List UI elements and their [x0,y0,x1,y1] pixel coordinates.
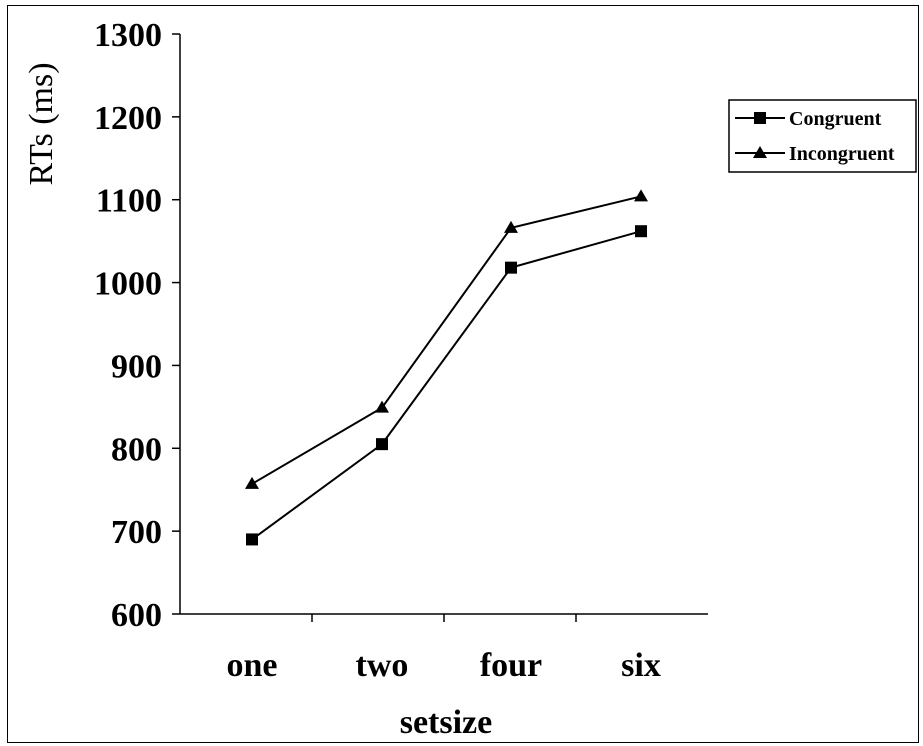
y-tick-label: 800 [111,431,162,468]
legend: Congruent Incongruent [728,99,917,173]
legend-label: Congruent [789,108,882,130]
x-axis-ticks: one two four six [227,614,661,684]
x-tick-label: two [356,647,409,684]
x-axis-title: setsize [400,704,493,741]
legend-label: Incongruent [789,143,895,165]
x-tick-label: four [480,647,542,684]
series-congruent [246,225,647,546]
y-axis-ticks: 600 700 800 900 1000 1100 1200 1300 [94,17,180,634]
series-line [251,195,642,485]
square-marker [246,533,258,546]
triangle-marker [753,146,767,158]
square-marker [635,225,647,238]
triangle-marker [375,400,389,413]
x-tick-label: six [621,647,661,684]
legend-item-congruent: Congruent [735,108,882,130]
chart-frame [7,5,919,743]
y-tick-label: 700 [111,514,162,551]
y-tick-label: 1200 [94,100,162,137]
series-line [251,230,642,541]
legend-item-incongruent: Incongruent [735,143,895,165]
triangle-marker [634,189,648,202]
series-layer [245,189,648,546]
y-tick-label: 1000 [94,266,162,303]
triangle-marker [504,220,518,233]
x-tick-label: one [227,647,278,684]
y-tick-label: 1300 [94,17,162,54]
y-axis-title: RTs (ms) [23,62,60,185]
plot-area: 600 700 800 900 1000 1100 1200 1300 one two four s… [94,17,708,684]
y-tick-label: 600 [111,597,162,634]
triangle-marker [245,476,259,489]
square-marker [376,438,388,451]
series-incongruent [245,189,648,489]
y-tick-label: 1100 [96,183,162,220]
y-tick-label: 900 [111,348,162,385]
square-marker [505,261,517,274]
square-marker [754,112,766,124]
